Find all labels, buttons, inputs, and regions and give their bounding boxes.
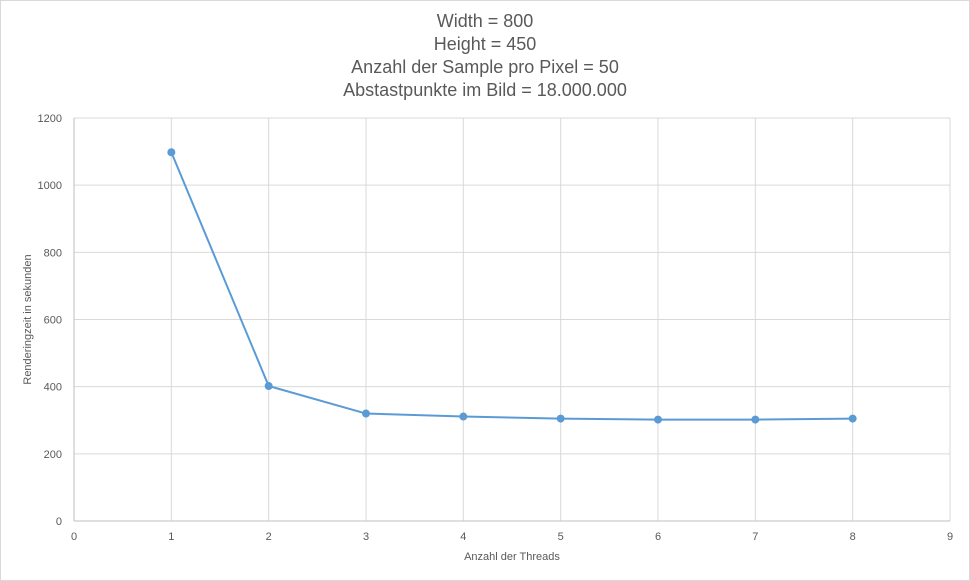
- y-tick-label: 800: [44, 247, 62, 259]
- x-tick-label: 6: [655, 531, 661, 543]
- data-point: [459, 412, 468, 421]
- title-line-4: Abstastpunkte im Bild = 18.000.000: [343, 80, 627, 100]
- data-point: [167, 148, 176, 157]
- chart-title: Width = 800 Height = 450 Anzahl der Samp…: [0, 10, 970, 102]
- x-tick-label: 7: [752, 531, 758, 543]
- data-point: [362, 409, 370, 418]
- x-tick-label: 2: [266, 531, 272, 543]
- y-tick-label: 200: [44, 449, 62, 461]
- data-point: [264, 381, 273, 390]
- y-tick-label: 0: [56, 516, 62, 528]
- title-line-1: Width = 800: [436, 11, 534, 31]
- x-tick-label: 8: [850, 531, 856, 543]
- data-point: [654, 415, 662, 424]
- x-tick-label: 4: [460, 531, 466, 543]
- x-tick-labels: 0 1 2 3 4 5 6 7 8 9: [71, 531, 953, 543]
- y-tick-labels: 0 200 400 600 800 1000 1200: [38, 113, 62, 528]
- x-tick-label: 5: [558, 531, 564, 543]
- series-line: [170, 151, 853, 421]
- y-tick-label: 600: [44, 315, 62, 327]
- y-tick-label: 400: [44, 382, 62, 394]
- x-axis-title: Anzahl der Threads: [464, 551, 560, 563]
- data-point: [556, 414, 565, 423]
- title-line-2: Height = 450: [433, 34, 537, 54]
- series-group: [167, 148, 857, 424]
- y-tick-label: 1000: [38, 180, 62, 192]
- x-tick-label: 3: [363, 531, 369, 543]
- x-tick-label: 9: [947, 531, 953, 543]
- y-axis-title: Renderingzeit in sekunden: [22, 254, 34, 384]
- x-tick-label: 0: [71, 531, 77, 543]
- title-line-3: Anzahl der Sample pro Pixel = 50: [351, 57, 619, 77]
- gridlines: [74, 117, 951, 521]
- axes: [73, 118, 950, 522]
- x-tick-label: 1: [168, 531, 174, 543]
- y-tick-label: 1200: [38, 113, 62, 125]
- data-point: [751, 415, 760, 424]
- data-point: [848, 414, 857, 423]
